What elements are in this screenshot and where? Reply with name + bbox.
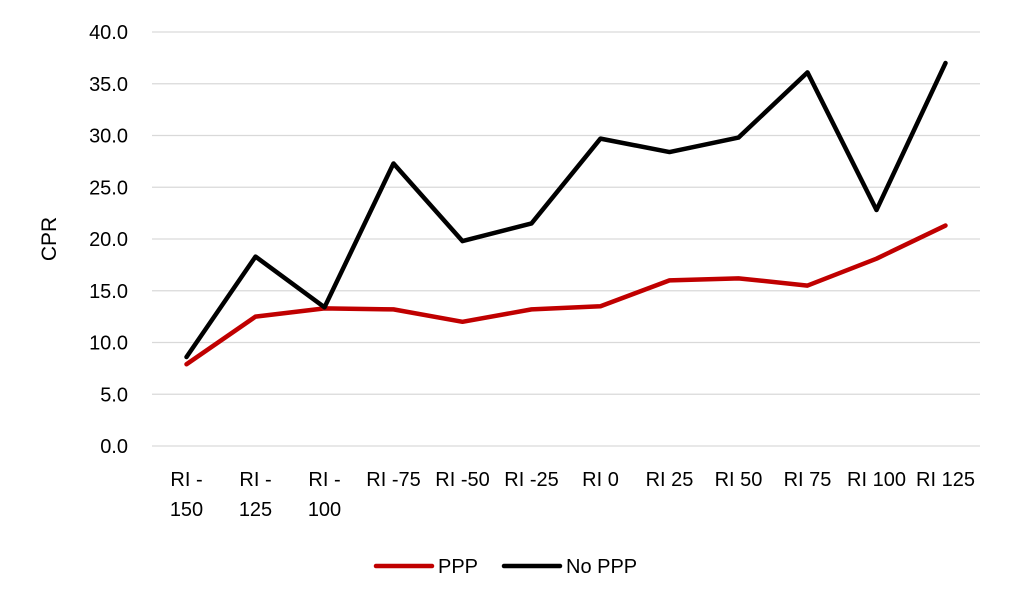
x-tick-label: RI 125 bbox=[916, 469, 975, 491]
y-tick-label: 40.0 bbox=[89, 22, 128, 44]
x-tick-label-line: RI 25 bbox=[646, 469, 694, 491]
x-axis-ticks: RI - 150 RI - 125 RI - 100 RI -75 RI -50 RI -25 R… bbox=[170, 469, 975, 521]
x-tick-label-line: RI -25 bbox=[504, 469, 558, 491]
x-tick-label-line: RI - bbox=[170, 469, 202, 491]
x-tick-label-line: RI -50 bbox=[435, 469, 489, 491]
y-tick-label: 20.0 bbox=[89, 229, 128, 251]
series-line-ppp bbox=[184, 223, 948, 367]
legend: PPP No PPP bbox=[373, 556, 637, 578]
x-tick-label-line: RI 0 bbox=[582, 469, 619, 491]
legend-label: PPP bbox=[438, 556, 478, 578]
x-tick-label-line: RI 50 bbox=[715, 469, 763, 491]
x-tick-label: RI -75 bbox=[366, 469, 420, 491]
x-tick-label: RI - 125 bbox=[239, 469, 272, 521]
y-axis-title: CPR bbox=[38, 217, 61, 261]
x-tick-label: RI 100 bbox=[847, 469, 906, 491]
y-tick-label: 25.0 bbox=[89, 177, 128, 199]
y-tick-label: 35.0 bbox=[89, 74, 128, 96]
x-tick-label: RI -50 bbox=[435, 469, 489, 491]
y-tick-label: 10.0 bbox=[89, 333, 128, 355]
x-tick-label-line: 100 bbox=[308, 499, 341, 521]
x-tick-label: RI 25 bbox=[646, 469, 694, 491]
x-tick-label: RI 50 bbox=[715, 469, 763, 491]
gridlines bbox=[152, 31, 980, 447]
x-tick-label-line: RI - bbox=[308, 469, 340, 491]
x-tick-label-line: RI 125 bbox=[916, 469, 975, 491]
x-tick-label: RI - 150 bbox=[170, 469, 203, 521]
x-tick-label: RI 75 bbox=[784, 469, 832, 491]
x-tick-label-line: RI - bbox=[239, 469, 271, 491]
legend-label: No PPP bbox=[566, 556, 637, 578]
x-tick-label-line: RI 75 bbox=[784, 469, 832, 491]
y-tick-label: 0.0 bbox=[100, 436, 128, 458]
x-tick-label-line: RI -75 bbox=[366, 469, 420, 491]
series-lines bbox=[184, 60, 948, 367]
x-tick-label-line: RI 100 bbox=[847, 469, 906, 491]
legend-item-no-ppp: No PPP bbox=[501, 556, 637, 578]
y-tick-label: 30.0 bbox=[89, 126, 128, 148]
y-tick-label: 5.0 bbox=[100, 384, 128, 406]
x-tick-label-line: 125 bbox=[239, 499, 272, 521]
legend-item-ppp: PPP bbox=[373, 556, 478, 578]
y-tick-label: 15.0 bbox=[89, 281, 128, 303]
x-tick-label-line: 150 bbox=[170, 499, 203, 521]
y-axis-ticks: 0.0 5.0 10.0 15.0 20.0 25.0 30.0 35.0 40.0 bbox=[89, 22, 128, 458]
x-tick-label: RI - 100 bbox=[308, 469, 341, 521]
series-line-no-ppp bbox=[184, 60, 948, 360]
x-tick-label: RI -25 bbox=[504, 469, 558, 491]
x-tick-label: RI 0 bbox=[582, 469, 619, 491]
